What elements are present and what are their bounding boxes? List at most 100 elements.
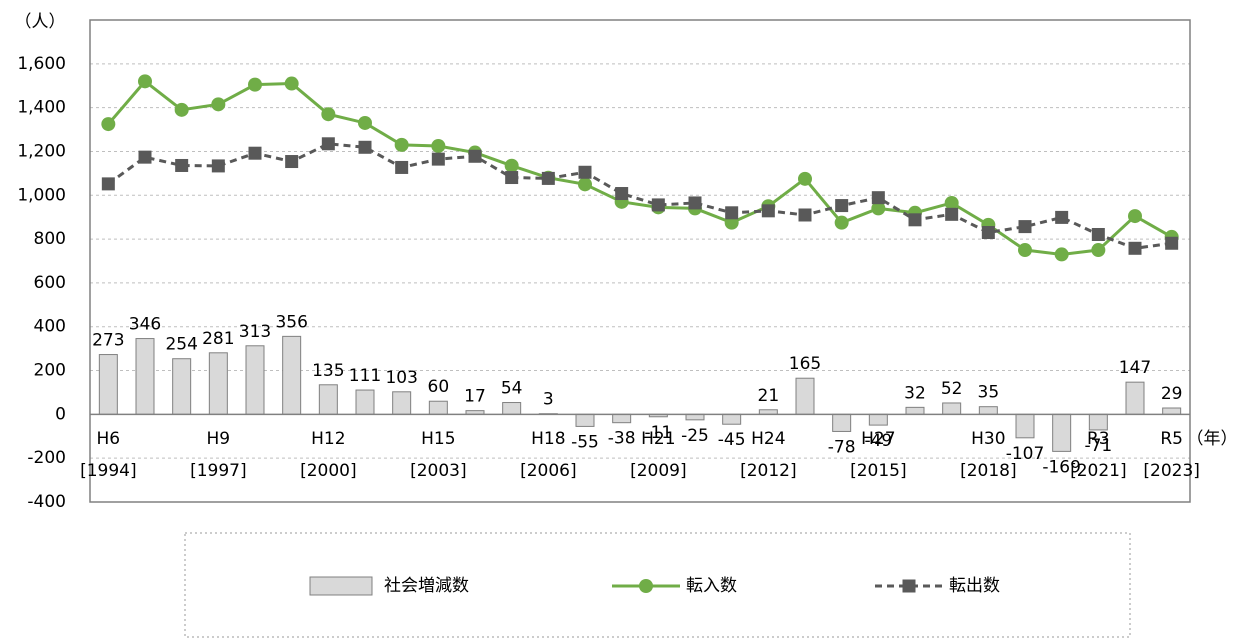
data-label: 147 xyxy=(1119,358,1151,378)
line-point xyxy=(578,165,592,179)
bar xyxy=(208,352,228,415)
x-tick-sublabel: [2000] xyxy=(300,461,357,481)
data-label: -78 xyxy=(828,437,856,457)
x-tick-label: H30 xyxy=(971,429,1005,449)
line-point xyxy=(394,137,409,152)
x-tick-sublabel: [1997] xyxy=(190,461,247,481)
line-point xyxy=(798,171,812,186)
data-label: 273 xyxy=(92,331,124,351)
data-label: 3 xyxy=(543,390,554,410)
bar xyxy=(172,358,192,415)
legend-label: 社会増減数 xyxy=(384,576,469,596)
legend-swatch xyxy=(309,576,373,596)
data-label: -49 xyxy=(864,431,892,451)
line-point xyxy=(725,206,739,220)
legend-marker xyxy=(639,579,653,593)
line-point xyxy=(541,171,555,185)
line-point xyxy=(981,226,995,240)
line-point xyxy=(285,155,299,169)
line xyxy=(107,142,1172,250)
line-point xyxy=(798,208,812,222)
line-point xyxy=(1165,236,1179,250)
line-point xyxy=(211,159,225,173)
bar xyxy=(832,413,852,432)
x-tick-label: H27 xyxy=(861,429,895,449)
line-point xyxy=(138,150,152,164)
bar xyxy=(868,413,888,426)
bar xyxy=(795,377,815,415)
line-point xyxy=(615,187,629,201)
bar xyxy=(1052,413,1072,452)
x-tick-sublabel: [2009] xyxy=(630,461,687,481)
line-point xyxy=(358,140,372,154)
data-label: -55 xyxy=(571,432,599,452)
y-tick-label: 800 xyxy=(34,229,66,249)
x-tick-sublabel: [2015] xyxy=(850,461,907,481)
data-label: -45 xyxy=(718,430,746,450)
data-label: 346 xyxy=(129,315,161,335)
x-tick-label: H21 xyxy=(641,429,675,449)
x-tick-sublabel: [2021] xyxy=(1070,461,1127,481)
line-point xyxy=(1055,210,1069,224)
line-point xyxy=(1091,243,1106,258)
line-point xyxy=(504,158,519,173)
data-label: -107 xyxy=(1006,444,1045,464)
line-point xyxy=(138,74,152,89)
bar xyxy=(1162,407,1182,415)
y-tick-label: -200 xyxy=(27,448,66,468)
data-label: 281 xyxy=(202,329,234,349)
line-point xyxy=(908,213,922,227)
line-point xyxy=(431,138,446,153)
line-point xyxy=(505,171,519,185)
y-tick-label: -400 xyxy=(27,492,66,512)
y-axis-label: （人） xyxy=(15,12,66,32)
line-point xyxy=(358,115,372,130)
line-point xyxy=(835,199,849,213)
bar xyxy=(1088,413,1108,431)
bar xyxy=(1015,413,1035,439)
data-label: 21 xyxy=(758,386,780,406)
data-label: 32 xyxy=(904,383,926,403)
legend-marker xyxy=(902,579,916,593)
line xyxy=(107,79,1173,256)
line-point xyxy=(284,76,299,91)
line-point xyxy=(321,107,336,122)
data-label: 103 xyxy=(385,368,417,388)
x-tick-sublabel: [1994] xyxy=(80,461,137,481)
bar xyxy=(612,413,632,424)
x-tick-label: H6 xyxy=(97,429,121,449)
data-label: 356 xyxy=(275,312,307,332)
x-tick-sublabel: [2012] xyxy=(740,461,797,481)
data-label: -38 xyxy=(608,429,636,449)
line-point xyxy=(175,158,189,172)
legend-box xyxy=(184,532,1131,638)
bar xyxy=(245,345,265,415)
line-point xyxy=(1018,243,1032,258)
line-point xyxy=(101,177,115,191)
data-label: 54 xyxy=(501,379,523,399)
data-label: 60 xyxy=(428,377,450,397)
bar xyxy=(722,413,742,425)
x-axis-unit: （年） xyxy=(1187,429,1238,449)
data-label: -71 xyxy=(1084,436,1112,456)
y-tick-label: 400 xyxy=(34,317,66,337)
line-point xyxy=(101,117,116,132)
bar xyxy=(905,406,925,415)
y-tick-label: 600 xyxy=(34,273,66,293)
x-tick-label: H9 xyxy=(207,429,231,449)
line-point xyxy=(1128,241,1142,255)
line-point xyxy=(248,146,262,160)
y-tick-label: 1,600 xyxy=(17,54,66,74)
line-point xyxy=(945,207,959,221)
line-point xyxy=(1128,209,1142,224)
line-point xyxy=(431,152,445,166)
bar xyxy=(942,402,962,415)
x-tick-sublabel: [2003] xyxy=(410,461,467,481)
line-point xyxy=(1054,247,1069,262)
bar xyxy=(392,391,412,415)
x-tick-sublabel: [2018] xyxy=(960,461,1017,481)
y-tick-label: 1,000 xyxy=(17,185,66,205)
line-point xyxy=(468,149,482,163)
line-point xyxy=(688,196,702,210)
